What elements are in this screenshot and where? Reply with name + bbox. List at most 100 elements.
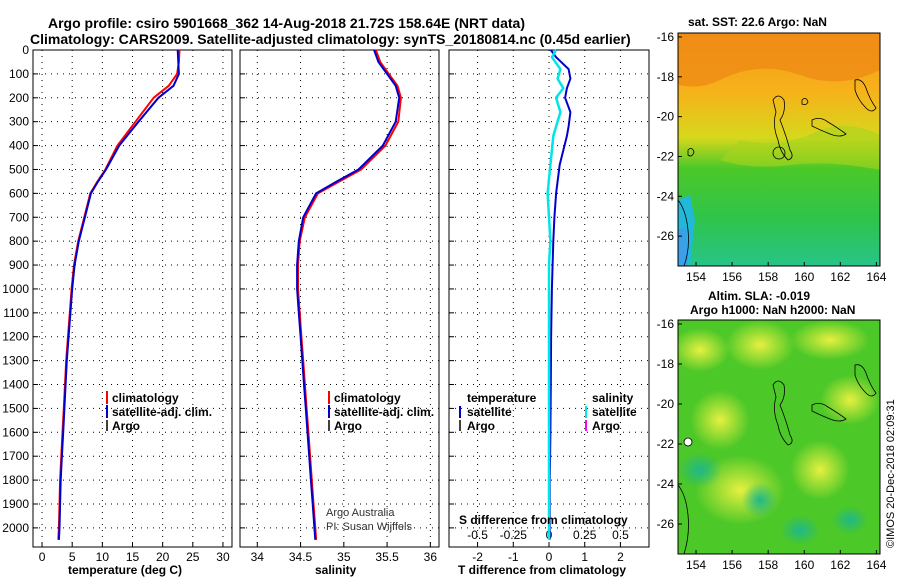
x-tick-label: 0 bbox=[39, 550, 46, 564]
map-y-tick-label: -24 bbox=[657, 477, 675, 491]
sla-map-title2: Argo h1000: NaN h2000: NaN bbox=[690, 303, 855, 317]
sla-map-coastlines bbox=[678, 364, 877, 554]
depth-tick-label: 700 bbox=[9, 210, 29, 224]
x-tick-label: -2 bbox=[472, 550, 483, 564]
grid-layer bbox=[33, 49, 649, 547]
depth-tick-label: 1500 bbox=[2, 401, 29, 415]
sla-map-field bbox=[678, 320, 880, 554]
map-x-tick-label: 162 bbox=[830, 558, 850, 572]
x-tick-label: 0 bbox=[546, 550, 553, 564]
x-tick-label: 34 bbox=[251, 550, 265, 564]
map-x-tick-label: 164 bbox=[866, 270, 886, 284]
x-tick-label: 35 bbox=[337, 550, 351, 564]
map-y-tick-label: -20 bbox=[657, 110, 675, 124]
legend-argo: Argo bbox=[334, 419, 362, 433]
legend-salinity-title: salinity bbox=[592, 391, 634, 405]
map-y-tick-label: -22 bbox=[657, 149, 675, 163]
x-tick-label: 2 bbox=[617, 550, 624, 564]
depth-tick-label: 0 bbox=[22, 43, 29, 57]
depth-tick-label: 300 bbox=[9, 115, 29, 129]
map-x-tick-label: 162 bbox=[830, 270, 850, 284]
series-line bbox=[296, 49, 401, 540]
depth-tick-label: 2000 bbox=[2, 521, 29, 535]
depth-tick-label: 200 bbox=[9, 91, 29, 105]
difference-top-xlabel: S difference from climatology bbox=[459, 513, 628, 527]
depth-tick-label: 1300 bbox=[2, 354, 29, 368]
series-line bbox=[57, 49, 181, 540]
x-tick-label: -1 bbox=[508, 550, 519, 564]
sst-map-coastlines bbox=[678, 79, 877, 266]
legend-climatology: climatology bbox=[112, 391, 179, 405]
map-y-tick-label: -22 bbox=[657, 437, 675, 451]
x-tick-label: 25 bbox=[186, 550, 200, 564]
x-tick-label: 1 bbox=[581, 550, 588, 564]
temperature-legend: climatology satellite-adj. clim. Argo bbox=[106, 391, 212, 433]
depth-tick-label: 100 bbox=[9, 67, 29, 81]
map-y-tick-label: -18 bbox=[657, 357, 675, 371]
legend-t-argo: Argo bbox=[467, 419, 495, 433]
x-tick-label: 35.5 bbox=[375, 550, 399, 564]
x-tick-label: 15 bbox=[126, 550, 140, 564]
map-x-tick-label: 156 bbox=[722, 270, 742, 284]
legend-argo: Argo bbox=[112, 419, 140, 433]
depth-tick-label: 1200 bbox=[2, 330, 29, 344]
temperature-xlabel: temperature (deg C) bbox=[68, 563, 182, 577]
sla-map-frame bbox=[677, 319, 881, 555]
depth-tick-label: 600 bbox=[9, 186, 29, 200]
series-line bbox=[57, 49, 180, 540]
depth-tick-label: 900 bbox=[9, 258, 29, 272]
depth-tick-label: 1100 bbox=[3, 306, 29, 320]
legend-s-argo: Argo bbox=[592, 419, 620, 433]
map-y-tick-label: -24 bbox=[657, 189, 675, 203]
series-line bbox=[546, 49, 565, 540]
legend-s-satellite: satellite bbox=[592, 405, 637, 419]
salinity-legend: climatology satellite-adj. clim. Argo bbox=[328, 391, 434, 433]
legend-t-satellite: satellite bbox=[467, 405, 512, 419]
s-tick-label: 0.25 bbox=[573, 528, 597, 542]
sst-map-field bbox=[678, 33, 880, 266]
depth-tick-label: 1900 bbox=[2, 497, 29, 511]
header-line2: Climatology: CARS2009. Satellite-adjuste… bbox=[30, 31, 631, 47]
header-line1: Argo profile: csiro 5901668_362 14-Aug-2… bbox=[48, 15, 525, 31]
map-x-tick-label: 156 bbox=[722, 558, 742, 572]
sst-map-frame bbox=[677, 32, 881, 267]
difference-legend: temperature satellite Argo salinity sate… bbox=[459, 391, 637, 433]
map-x-tick-label: 154 bbox=[686, 558, 706, 572]
depth-tick-label: 1000 bbox=[2, 282, 29, 296]
depth-axis: 0 100 200 300 400 500 600 700 800 900 1000 1100 1200… bbox=[2, 43, 29, 535]
imos-credit: ©IMOS 20-Dec-2018 02:09:31 bbox=[885, 399, 897, 548]
depth-tick-label: 800 bbox=[9, 234, 29, 248]
sla-map-axes: 154 156 158 160 162 164 -16 -18 -20 -22 -24 -26 bbox=[657, 317, 887, 572]
sst-map-axes: 154 156 158 160 162 164 -16 -18 -20 -22 -24 -26 bbox=[657, 30, 887, 284]
x-tick-label: 36 bbox=[424, 550, 438, 564]
x-tick-label: 34.5 bbox=[289, 550, 313, 564]
x-tick-label: 20 bbox=[156, 550, 170, 564]
s-tick-label: 0.5 bbox=[612, 528, 629, 542]
sst-map-title: sat. SST: 22.6 Argo: NaN bbox=[688, 15, 827, 29]
depth-tick-label: 500 bbox=[9, 162, 29, 176]
series-line bbox=[548, 49, 572, 540]
depth-tick-label: 1800 bbox=[2, 473, 29, 487]
series-line bbox=[297, 49, 402, 540]
map-x-tick-label: 164 bbox=[866, 558, 886, 572]
depth-tick-label: 1400 bbox=[2, 378, 29, 392]
map-y-tick-label: -26 bbox=[657, 229, 675, 243]
depth-tick-label: 1700 bbox=[2, 449, 29, 463]
credit-line1: Argo Australia bbox=[326, 507, 395, 519]
series-layer bbox=[57, 49, 572, 540]
difference-xlabel: T difference from climatology bbox=[458, 563, 626, 577]
map-y-tick-label: -20 bbox=[657, 397, 675, 411]
s-tick-label: -0.5 bbox=[467, 528, 488, 542]
map-y-tick-label: -16 bbox=[657, 30, 675, 44]
legend-temperature-title: temperature bbox=[467, 391, 537, 405]
x-tick-label: 10 bbox=[96, 550, 110, 564]
legend-satellite: satellite-adj. clim. bbox=[334, 405, 434, 419]
legend-satellite: satellite-adj. clim. bbox=[112, 405, 212, 419]
x-axes: 0 5 10 15 20 25 30 34 34.5 35 35.5 36 -2 -1 0 1 2 -0.5 -0.… bbox=[39, 528, 629, 564]
x-tick-label: 5 bbox=[69, 550, 76, 564]
map-x-tick-label: 160 bbox=[794, 558, 814, 572]
map-x-tick-label: 158 bbox=[758, 558, 778, 572]
x-tick-label: 30 bbox=[216, 550, 230, 564]
s-tick-label: -0.25 bbox=[500, 528, 528, 542]
salinity-xlabel: salinity bbox=[315, 563, 357, 577]
